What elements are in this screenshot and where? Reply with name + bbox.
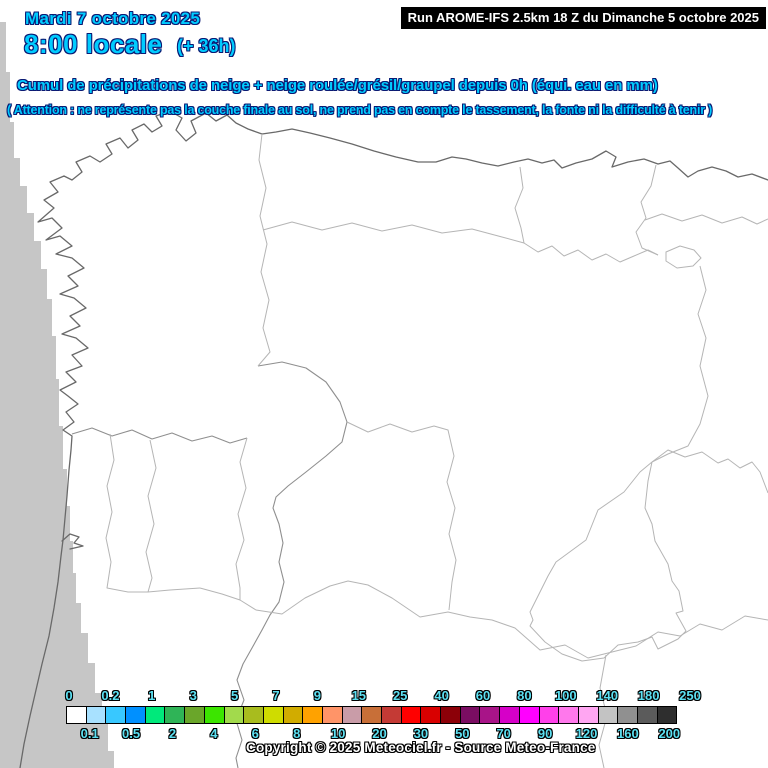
model-run-info: Run AROME-IFS 2.5km 18 Z du Dimanche 5 o…	[400, 7, 766, 29]
legend-boundary-label: 6	[251, 726, 259, 741]
legend-boundary-label: 50	[455, 726, 470, 741]
legend-boundary-label: 20	[372, 726, 387, 741]
legend-boundary-label: 0.1	[80, 726, 99, 741]
forecast-time: 8:00 locale	[24, 29, 163, 59]
estuary-detail	[61, 533, 84, 550]
coastline	[19, 110, 768, 768]
legend-boundary-label: 7	[272, 688, 280, 703]
legend-boundary-label: 0.5	[122, 726, 141, 741]
legend-boundary-label: 8	[293, 726, 301, 741]
legend-boundary-label: 160	[617, 726, 639, 741]
legend-boundary-label: 200	[658, 726, 681, 741]
copyright-notice: Copyright © 2025 Meteociel.fr - Source M…	[246, 740, 596, 755]
legend-boundary-label: 2	[168, 726, 177, 741]
legend-boundary-label: 0	[65, 688, 73, 703]
legend-boundary-label: 1	[148, 688, 156, 703]
region-borders	[105, 133, 768, 768]
legend-boundary-label: 40	[434, 688, 449, 703]
country-border-east	[235, 361, 348, 768]
legend-boundary-label: 80	[517, 688, 532, 703]
legend-boundary-label: 0.2	[101, 688, 120, 703]
forecast-date: Mardi 7 octobre 2025	[25, 9, 201, 28]
legend-boundary-label: 60	[475, 688, 491, 703]
legend-boundary-label: 140	[596, 688, 619, 703]
legend-boundary-label: 10	[330, 726, 346, 741]
country-border-minho	[71, 427, 248, 444]
forecast-offset: (+ 36h)	[177, 36, 236, 56]
legend-boundary-label: 90	[537, 726, 553, 741]
legend-boundary-label: 9	[313, 688, 322, 703]
legend-labels: 0 0.1 0.2 0.5 1 2 3 4 5 6 7 8 9 10 15 20 25 30 40 50 60 70 80 9…	[65, 688, 708, 741]
legend-cell	[656, 706, 678, 724]
legend-boundary-label: 30	[413, 726, 429, 741]
legend-boundary-label: 4	[210, 726, 218, 741]
out-of-domain-area	[0, 22, 114, 768]
legend-boundary-label: 5	[230, 688, 239, 703]
legend-boundary-label: 70	[496, 726, 511, 741]
color-scale-legend: 0 0.1 0.2 0.5 1 2 3 4 5 6 7 8 9 10 15 20 25 30 40 50 60 70 80 9…	[65, 688, 700, 741]
legend-boundary-label: 100	[554, 688, 577, 703]
legend-boundary-label: 3	[189, 688, 197, 703]
map-title: Cumul de précipitations de neige + neige…	[17, 77, 658, 94]
map-warning: ( Attention : ne représente pas la couch…	[7, 103, 713, 117]
legend-boundary-label: 180	[637, 688, 660, 703]
legend-boundary-label: 25	[392, 688, 408, 703]
legend-boundary-label: 250	[679, 688, 701, 703]
legend-boundary-label: 120	[575, 726, 598, 741]
legend-boundary-label: 15	[351, 688, 367, 703]
legend-cells	[66, 706, 678, 724]
